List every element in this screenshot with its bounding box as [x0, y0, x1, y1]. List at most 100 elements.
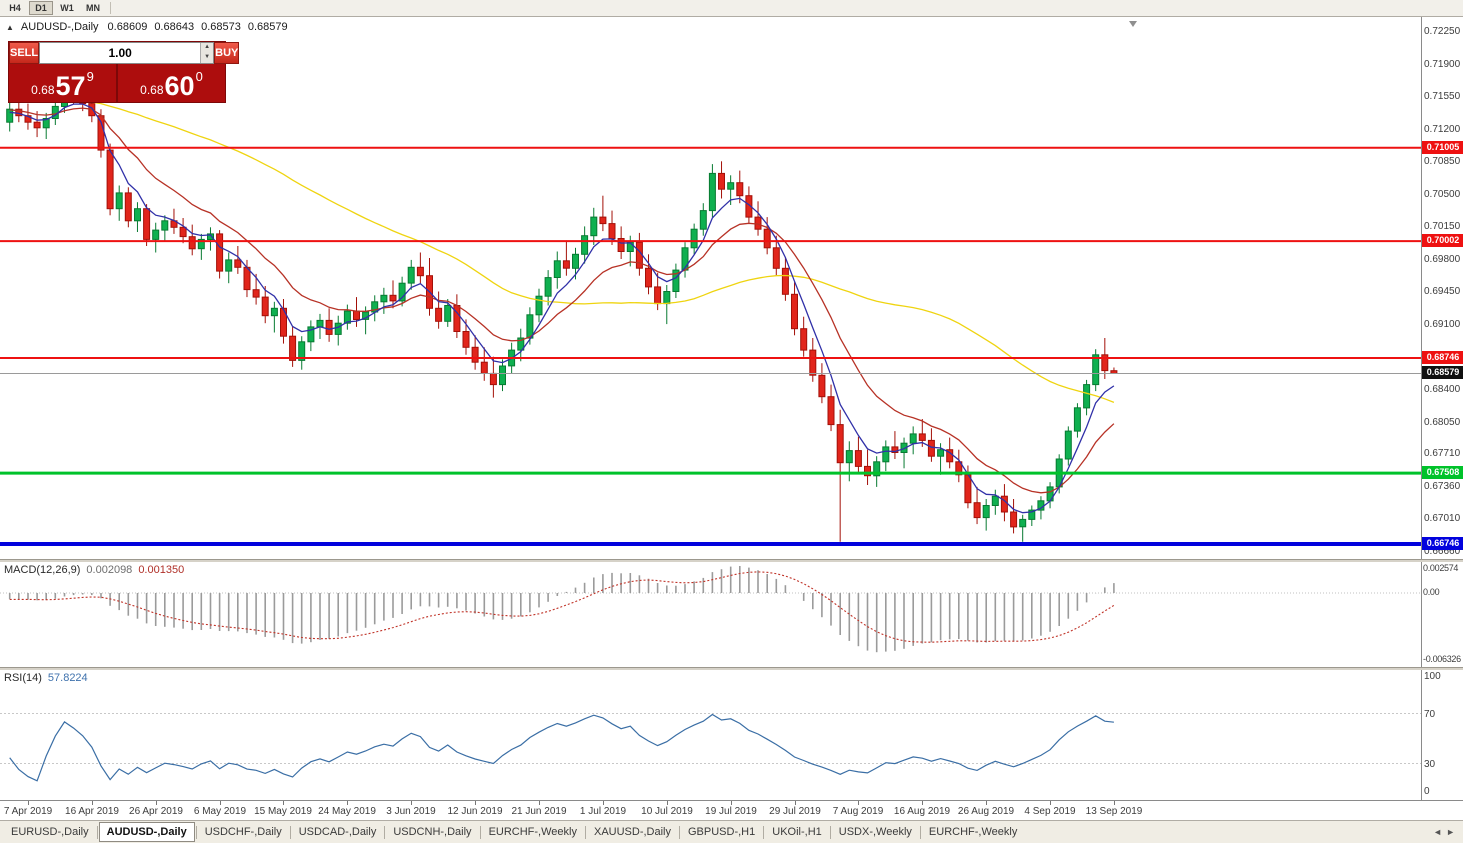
chart-symbol-label: AUDUSD-,Daily — [20, 21, 99, 33]
chart-tab-eurusd-daily[interactable]: EURUSD-,Daily — [11, 826, 89, 838]
chart-tab-usdcad-daily[interactable]: USDCAD-,Daily — [298, 826, 377, 838]
tab-separator — [763, 825, 765, 839]
chart-tab-usdchf-daily[interactable]: USDCHF-,Daily — [204, 826, 282, 838]
macd-chart — [0, 566, 1421, 653]
candle — [188, 224, 196, 256]
candle — [781, 257, 789, 301]
timeframe-button-mn[interactable]: MN — [81, 1, 105, 15]
sell-button[interactable]: SELL — [9, 42, 40, 64]
candle — [371, 295, 379, 322]
chart-shift-marker[interactable] — [1129, 21, 1137, 27]
date-axis-label: 16 Apr 2019 — [65, 806, 119, 817]
candle — [407, 259, 415, 290]
candle — [718, 161, 725, 199]
chart-info-line: ▲ AUDUSD-,Daily 0.68609 0.68643 0.68573 … — [6, 21, 288, 33]
candle — [599, 195, 607, 232]
price-axis-label: 0.72250 — [1424, 26, 1461, 37]
candle — [179, 218, 187, 244]
candle — [298, 336, 306, 370]
one-click-collapse-icon[interactable]: ▲ — [6, 22, 14, 32]
rsi-plot[interactable]: RSI(14) 57.8224 — [0, 670, 1421, 800]
toolbar-separator — [110, 2, 111, 14]
date-axis-label: 1 Jul 2019 — [579, 806, 627, 817]
candle — [973, 486, 981, 525]
chart-tab-eurchf-weekly[interactable]: EURCHF-,Weekly — [488, 826, 577, 838]
volume-input[interactable] — [40, 43, 201, 63]
tab-separator — [679, 825, 680, 839]
date-tick — [1050, 801, 1051, 805]
date-tick — [795, 801, 796, 805]
macd-signal-value: 0.001350 — [138, 564, 185, 576]
macd-pane: MACD(12,26,9) 0.002098 0.001350 0.002574… — [0, 562, 1463, 667]
candle — [124, 187, 132, 228]
price-axis-label: 0.70850 — [1424, 156, 1461, 167]
date-axis[interactable]: 7 Apr 2019 16 Apr 2019 26 Apr 2019 6 May 20… — [0, 800, 1463, 818]
chart-tabs: EURUSD-,Daily AUDUSD-,Daily USDCHF-,Daily U… — [4, 821, 1024, 843]
chart-tab-gbpusd-h1[interactable]: GBPUSD-,H1 — [688, 826, 756, 838]
candle — [845, 441, 853, 482]
buy-button[interactable]: BUY — [214, 42, 240, 64]
rsi-line — [9, 713, 1114, 782]
chart-tab-eurchf-weekly[interactable]: EURCHF-,Weekly — [928, 826, 1018, 838]
macd-title: MACD(12,26,9) — [4, 564, 81, 576]
date-tick — [475, 801, 476, 805]
date-axis-label: 24 May 2019 — [318, 806, 376, 817]
candle — [334, 315, 342, 346]
buy-price-display: 0.68 60 0 — [118, 64, 225, 102]
chart-tab-audusd-daily[interactable]: AUDUSD-,Daily — [98, 822, 195, 842]
candle — [307, 320, 315, 352]
tab-scroll-right-icon[interactable]: ► — [1446, 827, 1455, 837]
macd-plot[interactable]: MACD(12,26,9) 0.002098 0.001350 — [0, 562, 1421, 667]
candle — [690, 223, 698, 255]
date-tick — [28, 801, 29, 805]
date-axis-label: 6 May 2019 — [193, 806, 247, 817]
candle — [6, 101, 14, 132]
chart-tab-usdx-weekly[interactable]: USDX-,Weekly — [838, 826, 912, 838]
volume-down-icon[interactable]: ▼ — [201, 53, 214, 63]
candle — [517, 328, 525, 362]
volume-spinner: ▲ ▼ — [200, 43, 214, 63]
candle — [581, 226, 589, 264]
candle — [152, 222, 160, 253]
date-axis-label: 15 May 2019 — [254, 806, 312, 817]
tab-separator — [96, 825, 98, 839]
timeframe-button-h4[interactable]: H4 — [3, 1, 27, 15]
macd-axis-label: -0.006326 — [1423, 654, 1461, 664]
trade-controls-row: SELL ▲ ▼ BUY — [9, 42, 240, 64]
candle — [270, 301, 278, 333]
candle — [772, 235, 780, 276]
rsi-pane: RSI(14) 57.8224 100 70 30 0 — [0, 670, 1463, 800]
pane-splitter[interactable] — [0, 667, 1463, 670]
date-tick — [667, 801, 668, 805]
timeframe-button-d1[interactable]: D1 — [29, 1, 53, 15]
rsi-chart — [0, 713, 1421, 782]
tab-scroll-left-icon[interactable]: ◄ — [1433, 827, 1443, 837]
candle — [791, 282, 798, 336]
candle — [471, 335, 479, 370]
candle — [672, 263, 680, 298]
main-chart-plot[interactable]: ▲ AUDUSD-,Daily 0.68609 0.68643 0.68573 … — [0, 17, 1421, 559]
date-axis-label: 10 Jul 2019 — [641, 806, 693, 817]
candle — [234, 246, 242, 274]
ohlc-open-value: 0.68609 — [107, 21, 148, 33]
ohlc-high-value: 0.68643 — [154, 21, 195, 33]
chart-tab-xauusd-daily[interactable]: XAUUSD-,Daily — [593, 826, 671, 838]
pane-splitter[interactable] — [0, 559, 1463, 562]
candle — [909, 426, 917, 455]
candle — [280, 299, 287, 344]
candle — [836, 409, 844, 542]
timeframe-button-w1[interactable]: W1 — [55, 1, 79, 15]
date-axis-label: 29 Jul 2019 — [769, 806, 821, 817]
buy-price-pips: 60 — [164, 71, 195, 101]
candle — [991, 489, 999, 515]
candle — [426, 258, 433, 316]
candle — [1046, 482, 1054, 509]
tab-separator — [195, 825, 197, 839]
price-axis[interactable]: 0.72250 0.71900 0.71550 0.71200 0.70850 0.705… — [1421, 17, 1463, 559]
price-level-badge: 0.66746 — [1422, 537, 1463, 550]
volume-up-icon[interactable]: ▲ — [201, 43, 214, 53]
candle — [864, 449, 871, 485]
chart-tab-ukoil-h1[interactable]: UKOil-,H1 — [772, 826, 822, 838]
chart-tab-usdcnh-daily[interactable]: USDCNH-,Daily — [393, 826, 472, 838]
